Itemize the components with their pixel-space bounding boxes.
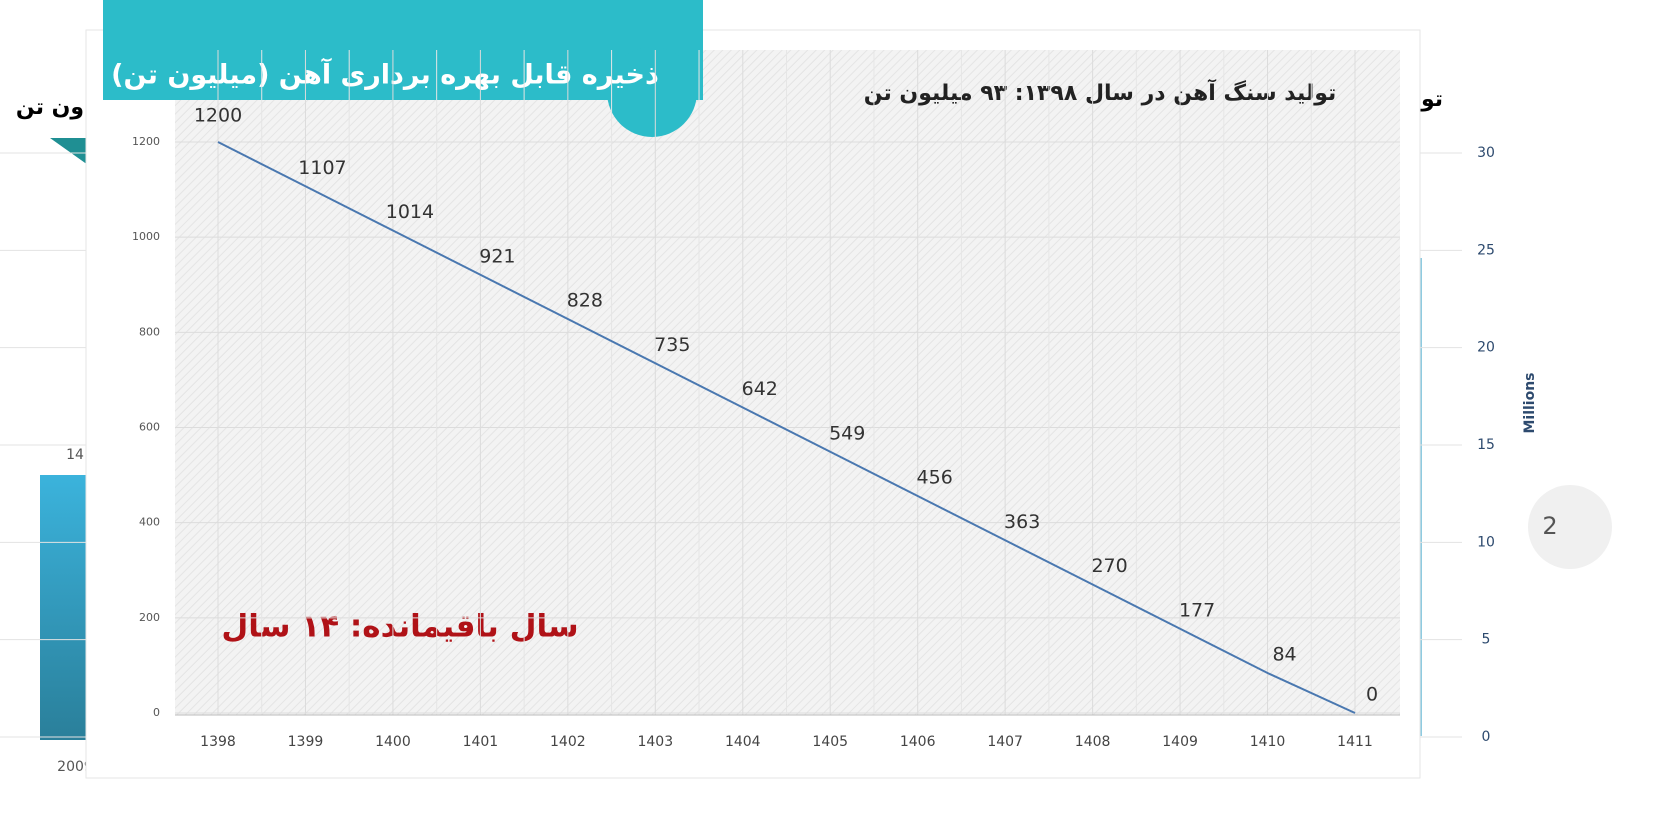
x-tick-label: 1409: [1162, 734, 1198, 750]
background-text: 2: [1542, 512, 1557, 540]
data-label: 735: [654, 334, 690, 356]
data-label: 84: [1272, 644, 1296, 666]
y-tick-label: 200: [139, 611, 160, 624]
data-label: 828: [567, 290, 603, 312]
y2-tick-label: 15: [1477, 437, 1495, 453]
background-text: 14: [66, 447, 84, 463]
data-label: 0: [1366, 684, 1378, 706]
background-circle: [1528, 485, 1612, 569]
x-tick-label: 1401: [463, 734, 499, 750]
y-tick-label: 1000: [132, 230, 160, 243]
background-x-label: 2009: [57, 759, 93, 775]
data-label: 177: [1179, 599, 1215, 621]
y2-tick-label: 20: [1477, 340, 1495, 356]
x-tick-label: 1408: [1075, 734, 1111, 750]
x-tick-label: 1403: [637, 734, 673, 750]
y2-tick-label: 5: [1482, 632, 1491, 648]
data-label: 549: [829, 422, 865, 444]
x-tick-label: 1398: [200, 734, 236, 750]
data-label: 1200: [194, 105, 242, 127]
y-tick-label: 0: [153, 706, 160, 719]
x-tick-label: 1406: [900, 734, 936, 750]
x-tick-label: 1400: [375, 734, 411, 750]
y2-axis-label: Millions: [1522, 372, 1538, 433]
data-label: 363: [1004, 511, 1040, 533]
plot-area: [175, 50, 1400, 715]
x-tick-label: 1405: [812, 734, 848, 750]
y2-tick-label: 10: [1477, 534, 1495, 550]
y2-tick-label: 0: [1482, 729, 1491, 745]
chart-subtitle: تولید سنگ آهن در سال ۱۳۹۸: ۹۳ میلیون تن: [864, 78, 1337, 106]
data-label: 1014: [386, 201, 434, 223]
data-label: 642: [742, 378, 778, 400]
data-label: 270: [1091, 555, 1127, 577]
background-shape: [50, 138, 88, 165]
annotation: سال باقیمانده: ۱۴ سال: [221, 609, 578, 645]
background-text: تو: [1420, 87, 1443, 112]
chart-title: ذخیره قابل بهره برداری آهن (میلیون تن): [111, 58, 659, 91]
data-label: 921: [479, 245, 515, 267]
data-label: 456: [917, 467, 953, 489]
data-label: 1107: [298, 157, 346, 179]
y-tick-label: 400: [139, 516, 160, 529]
y2-tick-label: 30: [1477, 145, 1495, 161]
y-tick-label: 600: [139, 421, 160, 434]
x-tick-label: 1407: [987, 734, 1023, 750]
y-tick-label: 1200: [132, 135, 160, 148]
background-bar: [40, 475, 88, 740]
x-tick-label: 1411: [1337, 734, 1373, 750]
title-box: [103, 0, 703, 100]
y-tick-label: 800: [139, 325, 160, 338]
line-series: [217, 141, 1356, 714]
x-tick-label: 1410: [1250, 734, 1286, 750]
y2-tick-label: 25: [1477, 242, 1495, 258]
x-tick-label: 1404: [725, 734, 761, 750]
x-tick-label: 1402: [550, 734, 586, 750]
title-circle: [607, 47, 697, 137]
x-tick-label: 1399: [288, 734, 324, 750]
background-text: ون تن: [16, 95, 84, 120]
